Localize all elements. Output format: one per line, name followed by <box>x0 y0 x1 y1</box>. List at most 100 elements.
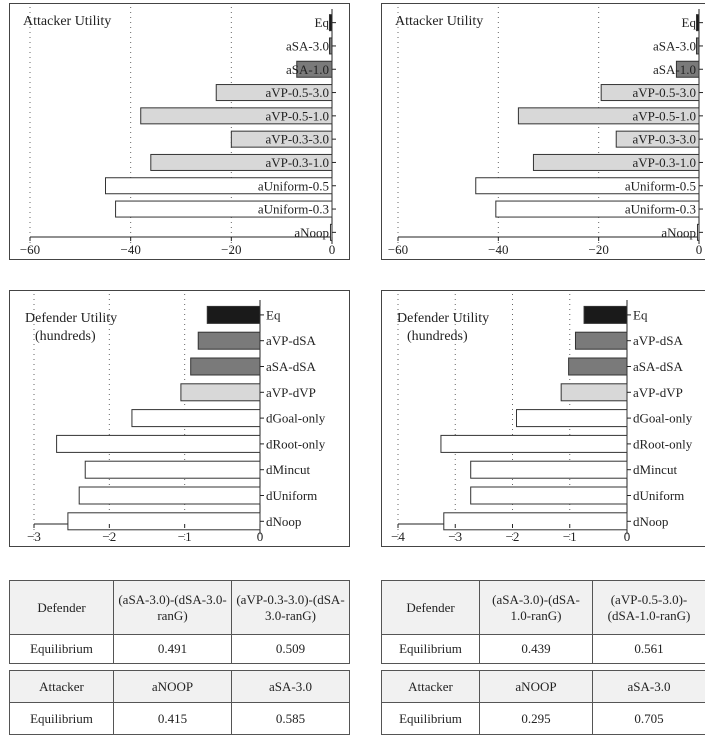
category-label: Eq <box>315 15 330 30</box>
bar <box>568 357 628 376</box>
table-cell: 0.585 <box>231 702 350 735</box>
table-cell: Equilibrium <box>9 702 114 735</box>
bar <box>574 331 628 350</box>
category-label: aVP-0.5-1.0 <box>632 108 696 123</box>
bar <box>583 305 628 324</box>
category-label: dNoop <box>633 514 668 529</box>
table-header-cell: aNOOP <box>113 670 232 703</box>
category-label: dNoop <box>266 514 301 529</box>
bar <box>84 460 261 479</box>
table-cell: Equilibrium <box>381 634 480 664</box>
category-label: Eq <box>266 307 281 322</box>
attacker-utility-chart-right: Eq aSA-3.0 aSA-1.0 aVP-0.5-3.0 aVP-0.5-1.0 aV… <box>381 3 705 286</box>
table-cell: 0.415 <box>113 702 232 735</box>
category-label: aVP-dVP <box>266 385 316 400</box>
category-label: aUniform-0.3 <box>258 202 329 217</box>
category-label: Eq <box>682 15 697 30</box>
x-tick-label: −40 <box>488 242 508 257</box>
bar <box>78 486 261 505</box>
x-tick-label: −4 <box>391 529 405 544</box>
bar <box>197 331 261 350</box>
x-tick-label: −60 <box>20 242 40 257</box>
bar <box>440 434 628 453</box>
defender-equilibrium-table-left: Defender (aSA-3.0)-(dSA-3.0-ranG) (aVP-0… <box>9 580 350 664</box>
category-label: aVP-0.3-1.0 <box>632 155 696 170</box>
table-header-cell: Attacker <box>9 670 114 703</box>
category-label: aVP-dSA <box>633 333 683 348</box>
x-tick-label: −2 <box>506 529 520 544</box>
defender-equilibrium-table-right: Defender (aSA-3.0)-(dSA-1.0-ranG) (aVP-0… <box>381 580 705 664</box>
x-tick-label: 0 <box>624 529 631 544</box>
category-label: aUniform-0.5 <box>625 178 696 193</box>
chart-svg: Eq aSA-3.0 aSA-1.0 aVP-0.5-3.0 aVP-0.5-1.0 aV… <box>381 3 705 260</box>
table-header-cell: (aSA-3.0)-(dSA-1.0-ranG) <box>479 580 593 635</box>
chart-frame <box>381 290 705 547</box>
table-cell: Equilibrium <box>9 634 114 664</box>
defender-utility-chart-right: Eq aVP-dSA aSA-dSA aVP-dVP dGoal-only dRoot-o… <box>381 290 705 573</box>
category-label: aSA-3.0 <box>653 38 696 53</box>
category-label: dMincut <box>633 462 677 477</box>
category-label: aVP-0.5-3.0 <box>632 85 696 100</box>
x-tick-label: 0 <box>696 242 703 257</box>
category-label: aSA-3.0 <box>286 38 329 53</box>
chart-title: Attacker Utility <box>23 14 111 29</box>
category-label: aUniform-0.5 <box>258 178 329 193</box>
table-header-cell: aSA-3.0 <box>592 670 705 703</box>
x-tick-label: 0 <box>329 242 336 257</box>
category-label: dGoal-only <box>633 411 693 426</box>
x-tick-label: 0 <box>257 529 264 544</box>
category-label: aUniform-0.3 <box>625 202 696 217</box>
category-label: dRoot-only <box>266 436 326 451</box>
table-header-cell: aSA-3.0 <box>231 670 350 703</box>
x-tick-label: −40 <box>120 242 140 257</box>
chart-subtitle: (hundreds) <box>407 329 468 344</box>
x-tick-label: −1 <box>178 529 192 544</box>
table-header-cell: Attacker <box>381 670 480 703</box>
category-label: aVP-0.3-3.0 <box>265 132 329 147</box>
table-header-cell: Defender <box>9 580 114 635</box>
bar <box>695 37 700 55</box>
attacker-equilibrium-table-left: Attacker aNOOP aSA-3.0 Equilibrium 0.415… <box>9 670 350 735</box>
attacker-utility-chart-left: Eq aSA-3.0 aSA-1.0 aVP-0.5-3.0 aVP-0.5-1.0 aV… <box>9 3 350 286</box>
category-label: dMincut <box>266 462 310 477</box>
table-header-cell: aNOOP <box>479 670 593 703</box>
chart-title: Attacker Utility <box>395 14 483 29</box>
bar <box>695 14 700 32</box>
bar <box>190 357 261 376</box>
bar <box>206 305 261 324</box>
category-label: dUniform <box>266 488 317 503</box>
category-label: dGoal-only <box>266 411 326 426</box>
category-label: aSA-dSA <box>266 359 316 374</box>
bar <box>470 486 628 505</box>
table-cell: 0.561 <box>592 634 705 664</box>
bar <box>328 37 333 55</box>
table-cell: 0.491 <box>113 634 232 664</box>
table-header-cell: Defender <box>381 580 480 635</box>
x-tick-label: −1 <box>563 529 577 544</box>
chart-frame <box>9 290 350 547</box>
chart-title: Defender Utility <box>397 311 489 326</box>
bar <box>67 512 261 531</box>
chart-subtitle: (hundreds) <box>35 329 96 344</box>
table-cell: 0.295 <box>479 702 593 735</box>
table-cell: 0.439 <box>479 634 593 664</box>
chart-frame <box>9 3 350 260</box>
category-label: aVP-0.3-3.0 <box>632 132 696 147</box>
table-cell: 0.705 <box>592 702 705 735</box>
table-header-cell: (aVP-0.3-3.0)-(dSA-3.0-ranG) <box>231 580 350 635</box>
x-tick-label: −60 <box>388 242 408 257</box>
category-label: aVP-dSA <box>266 333 316 348</box>
attacker-equilibrium-table-right: Attacker aNOOP aSA-3.0 Equilibrium 0.295… <box>381 670 705 735</box>
bar <box>560 383 628 402</box>
table-cell: Equilibrium <box>381 702 480 735</box>
category-label: aNoop <box>661 225 696 240</box>
bar <box>131 409 261 428</box>
bar <box>516 409 628 428</box>
bar <box>443 512 628 531</box>
bar <box>180 383 261 402</box>
category-label: dRoot-only <box>633 436 693 451</box>
chart-svg: Eq aVP-dSA aSA-dSA aVP-dVP dGoal-only dRoot-o… <box>9 290 350 547</box>
defender-utility-chart-left: Eq aVP-dSA aSA-dSA aVP-dVP dGoal-only dRoot-o… <box>9 290 350 573</box>
x-tick-label: −20 <box>221 242 241 257</box>
x-tick-label: −3 <box>448 529 462 544</box>
